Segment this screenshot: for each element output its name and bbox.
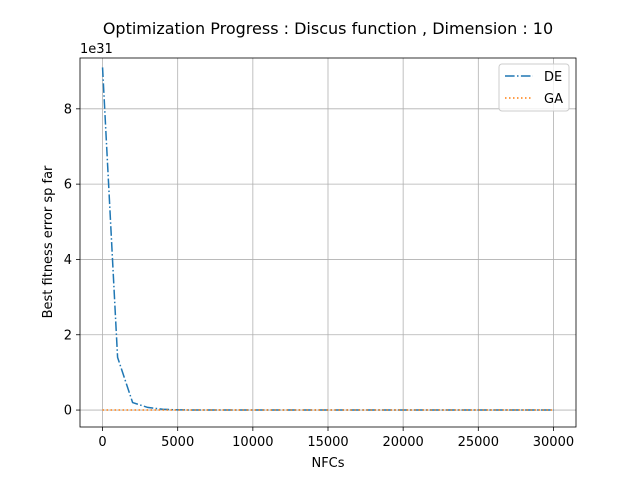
x-tick-label: 30000	[533, 435, 574, 450]
chart-title: Optimization Progress : Discus function …	[103, 19, 553, 38]
x-axis-label: NFCs	[311, 456, 344, 471]
legend-label-de: DE	[544, 70, 562, 85]
x-tick-label: 20000	[382, 435, 423, 450]
x-tick-label: 5000	[161, 435, 194, 450]
legend: DE GA	[498, 63, 570, 112]
y-axis-label: Best fitness error sp far	[41, 165, 56, 318]
y-tick-label: 8	[64, 102, 72, 117]
y-tick-label: 6	[64, 178, 72, 193]
y-tick-label: 0	[64, 404, 72, 419]
ticks: 0 5000 10000 15000 20000 25000 30000 0 2 4 6 8	[64, 102, 574, 450]
legend-label-ga: GA	[544, 92, 563, 107]
x-tick-label: 0	[98, 435, 106, 450]
x-tick-label: 25000	[458, 435, 499, 450]
legend-box	[498, 63, 570, 112]
x-tick-label: 15000	[307, 435, 348, 450]
y-tick-label: 4	[64, 253, 72, 268]
y-scale-offset: 1e31	[80, 42, 113, 57]
series-layer	[101, 67, 554, 411]
x-tick-label: 10000	[232, 435, 273, 450]
y-tick-label: 2	[64, 328, 72, 343]
